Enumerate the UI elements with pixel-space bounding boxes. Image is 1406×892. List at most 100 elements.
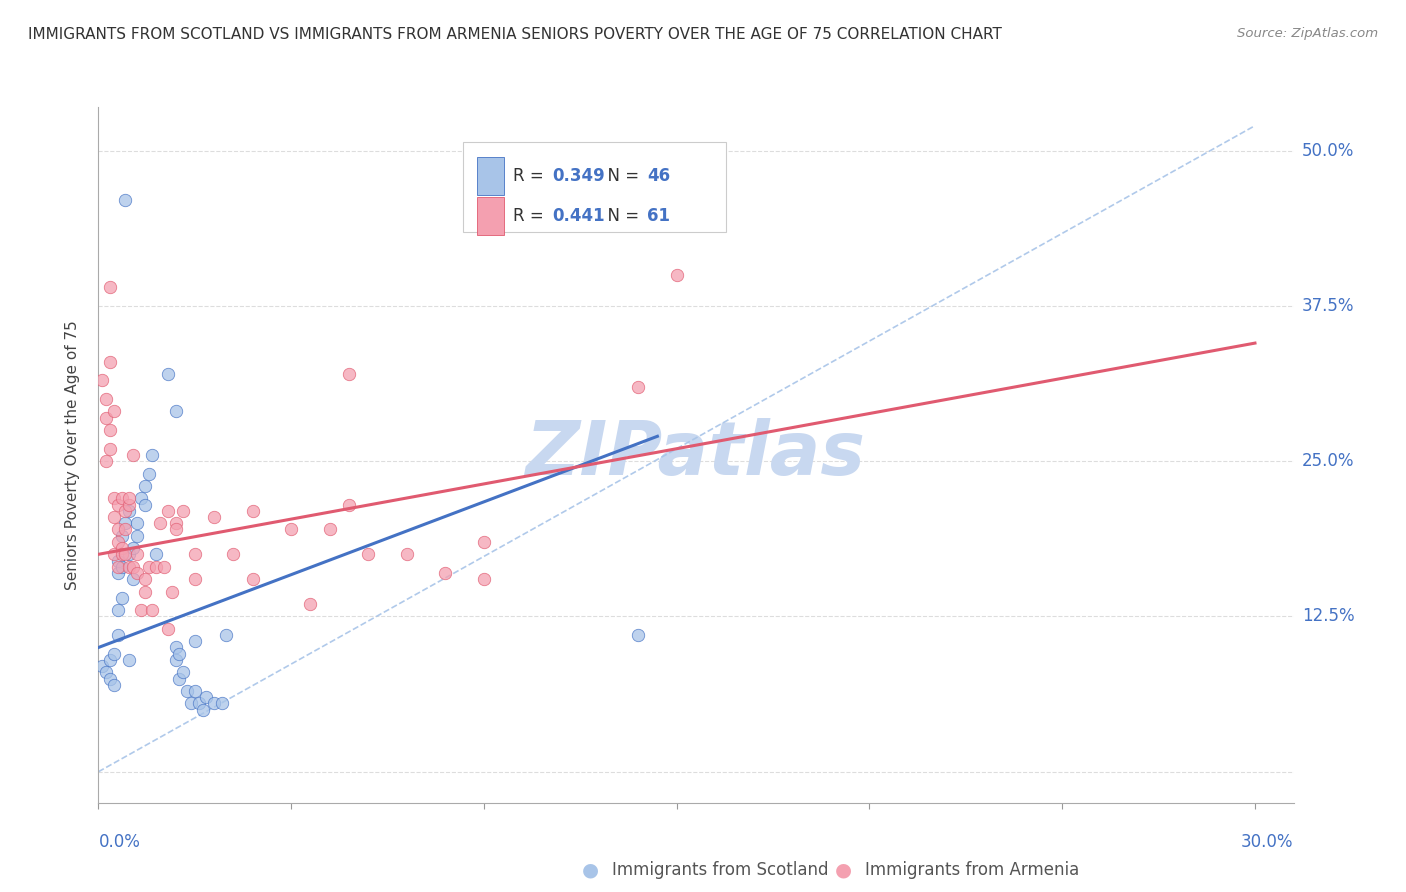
Point — [153, 559, 176, 574]
Point — [110, 541, 132, 555]
Point — [172, 665, 194, 680]
Text: 0.0%: 0.0% — [98, 833, 141, 851]
Point — [242, 504, 264, 518]
Point — [107, 534, 129, 549]
Point — [184, 572, 207, 586]
Point — [122, 541, 145, 555]
Text: ●: ● — [835, 860, 852, 880]
Point — [103, 547, 125, 561]
Point — [214, 628, 236, 642]
Text: 25.0%: 25.0% — [1302, 452, 1354, 470]
Point — [98, 355, 121, 369]
Point — [94, 392, 117, 406]
Point — [107, 559, 129, 574]
Point — [165, 653, 187, 667]
Text: 0.441: 0.441 — [553, 207, 605, 225]
Point — [665, 268, 688, 282]
Point — [337, 498, 360, 512]
Point — [98, 442, 121, 456]
Text: 0.349: 0.349 — [553, 167, 606, 186]
Point — [118, 653, 141, 667]
Point — [94, 410, 117, 425]
Point — [299, 597, 322, 611]
FancyBboxPatch shape — [463, 142, 725, 232]
Point — [165, 516, 187, 531]
Point — [91, 373, 114, 387]
Text: 50.0%: 50.0% — [1302, 142, 1354, 160]
Text: IMMIGRANTS FROM SCOTLAND VS IMMIGRANTS FROM ARMENIA SENIORS POVERTY OVER THE AGE: IMMIGRANTS FROM SCOTLAND VS IMMIGRANTS F… — [28, 27, 1002, 42]
Point — [280, 523, 302, 537]
Point — [138, 559, 160, 574]
Point — [156, 622, 179, 636]
Point — [125, 516, 148, 531]
Point — [165, 523, 187, 537]
Point — [169, 647, 191, 661]
Point — [176, 684, 198, 698]
Point — [122, 559, 145, 574]
Point — [103, 404, 125, 418]
Point — [98, 423, 121, 437]
Point — [103, 647, 125, 661]
Text: R =: R = — [513, 167, 550, 186]
Point — [107, 603, 129, 617]
Text: R =: R = — [513, 207, 550, 225]
Point — [165, 404, 187, 418]
Point — [103, 491, 125, 506]
FancyBboxPatch shape — [477, 197, 503, 235]
Point — [156, 367, 179, 381]
Point — [138, 467, 160, 481]
Text: 61: 61 — [647, 207, 671, 225]
Point — [94, 454, 117, 468]
Point — [122, 572, 145, 586]
Point — [202, 510, 225, 524]
Point — [129, 603, 152, 617]
Point — [94, 665, 117, 680]
Point — [145, 559, 167, 574]
Y-axis label: Seniors Poverty Over the Age of 75: Seniors Poverty Over the Age of 75 — [65, 320, 80, 590]
Text: 12.5%: 12.5% — [1302, 607, 1354, 625]
Point — [222, 547, 245, 561]
Point — [110, 559, 132, 574]
Point — [337, 367, 360, 381]
Point — [129, 491, 152, 506]
Point — [118, 498, 141, 512]
Text: Immigrants from Scotland: Immigrants from Scotland — [612, 861, 828, 879]
Point — [627, 379, 650, 393]
Point — [191, 703, 214, 717]
Point — [187, 697, 209, 711]
Point — [118, 491, 141, 506]
Point — [125, 566, 148, 580]
Point — [211, 697, 233, 711]
Point — [125, 529, 148, 543]
Point — [118, 504, 141, 518]
Point — [627, 628, 650, 642]
Point — [156, 504, 179, 518]
Point — [169, 672, 191, 686]
Point — [98, 672, 121, 686]
Text: ●: ● — [582, 860, 599, 880]
Point — [195, 690, 218, 705]
Point — [125, 547, 148, 561]
Text: 30.0%: 30.0% — [1241, 833, 1294, 851]
Point — [98, 653, 121, 667]
Point — [110, 491, 132, 506]
Text: N =: N = — [596, 167, 644, 186]
Point — [149, 516, 172, 531]
Point — [110, 591, 132, 605]
Point — [103, 510, 125, 524]
Point — [110, 547, 132, 561]
Point — [134, 584, 156, 599]
Point — [110, 529, 132, 543]
Point — [134, 572, 156, 586]
Point — [107, 523, 129, 537]
Point — [472, 572, 495, 586]
Point — [107, 498, 129, 512]
Point — [98, 280, 121, 294]
Point — [172, 504, 194, 518]
Point — [114, 516, 136, 531]
Point — [242, 572, 264, 586]
Point — [107, 566, 129, 580]
Point — [118, 547, 141, 561]
Text: N =: N = — [596, 207, 644, 225]
Point — [122, 448, 145, 462]
